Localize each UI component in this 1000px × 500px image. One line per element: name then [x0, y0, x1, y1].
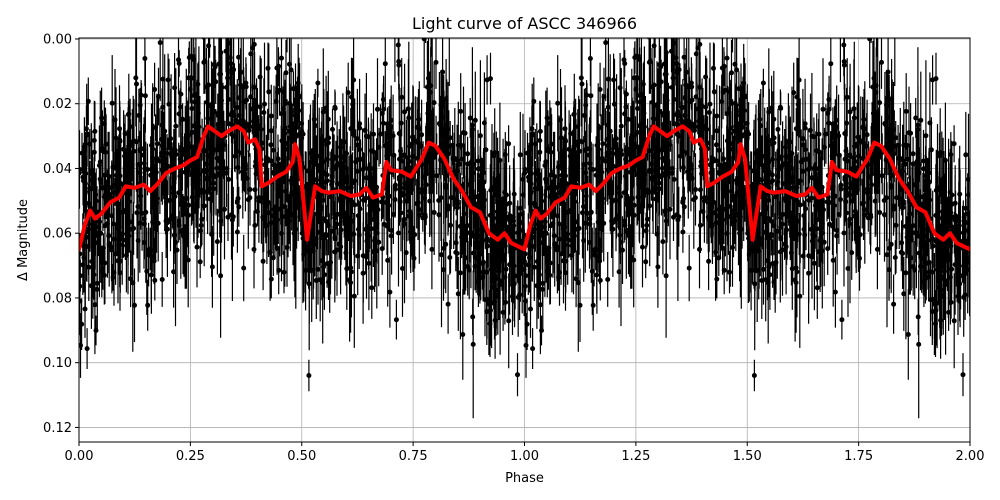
y-tick-label: 0.08 [43, 291, 72, 306]
y-tick-label: 0.06 [43, 227, 72, 242]
x-axis-label: Phase [505, 471, 544, 486]
x-tick-label: 1.75 [844, 449, 873, 464]
x-tick-label: 0.25 [176, 449, 205, 464]
x-tick-label: 0.50 [287, 449, 316, 464]
y-tick-label: 0.04 [43, 162, 72, 177]
y-tick-label: 0.12 [43, 421, 72, 436]
y-axis-ticks: 0.00 0.02 0.04 0.06 0.08 0.10 0.12 [43, 32, 79, 436]
x-tick-label: 2.00 [956, 449, 985, 464]
y-tick-label: 0.10 [43, 356, 72, 371]
x-tick-label: 0.00 [65, 449, 94, 464]
y-tick-label: 0.02 [43, 97, 72, 112]
chart-title: Light curve of ASCC 346966 [412, 14, 637, 33]
x-tick-label: 1.50 [733, 449, 762, 464]
x-tick-label: 1.00 [510, 449, 539, 464]
binned-curve [79, 124, 970, 252]
x-tick-label: 1.25 [621, 449, 650, 464]
observation-points [79, 38, 970, 419]
x-axis-ticks: 0.00 0.25 0.50 0.75 1.00 1.25 1.50 1.75 2.00 [65, 442, 985, 464]
y-tick-label: 0.00 [43, 32, 72, 47]
x-tick-label: 0.75 [399, 449, 428, 464]
y-axis-label: Δ Magnitude [16, 199, 31, 281]
data-points [79, 38, 970, 378]
binned-curve-line [79, 124, 970, 252]
